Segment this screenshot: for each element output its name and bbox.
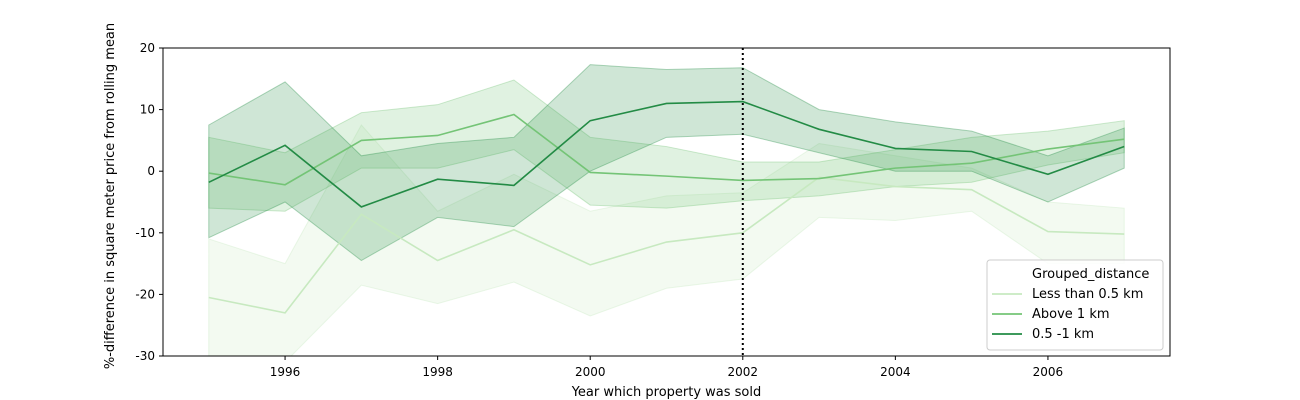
x-tick-label: 2002 — [728, 365, 759, 379]
legend-label: 0.5 -1 km — [1032, 327, 1094, 342]
legend-title: Grouped_distance — [1032, 267, 1149, 282]
y-tick-label: -20 — [135, 287, 155, 301]
y-tick-label: -10 — [135, 226, 155, 240]
y-tick-label: -30 — [135, 349, 155, 363]
legend: Grouped_distance Less than 0.5 km Above 1… — [986, 259, 1164, 351]
band-above-1-km — [208, 79, 1125, 212]
x-tick-label: 1998 — [422, 365, 453, 379]
legend-box — [986, 259, 1164, 351]
x-axis-ticks: 1996 1998 2000 2002 2004 2006 — [270, 356, 1063, 379]
x-tick-label: 2004 — [880, 365, 911, 379]
y-tick-label: 10 — [140, 103, 155, 117]
x-tick-label: 2006 — [1033, 365, 1064, 379]
plot-frame — [162, 47, 1171, 357]
x-tick-label: 2000 — [575, 365, 606, 379]
x-axis-label: Year which property was sold — [571, 385, 762, 400]
y-tick-label: 0 — [147, 164, 155, 178]
legend-items: Less than 0.5 km Above 1 km 0.5 -1 km — [992, 287, 1143, 342]
x-tick-label: 1996 — [270, 365, 301, 379]
legend-label: Less than 0.5 km — [1032, 287, 1143, 302]
confidence-bands — [208, 64, 1125, 356]
band-0-5-1-km — [208, 64, 1125, 262]
legend-label: Above 1 km — [1032, 307, 1110, 322]
y-axis-label: %-difference in square meter price from … — [103, 23, 118, 369]
series-lines — [208, 100, 1125, 314]
y-axis-ticks: -30 -20 -10 0 10 20 — [135, 41, 163, 363]
y-tick-label: 20 — [140, 41, 155, 55]
